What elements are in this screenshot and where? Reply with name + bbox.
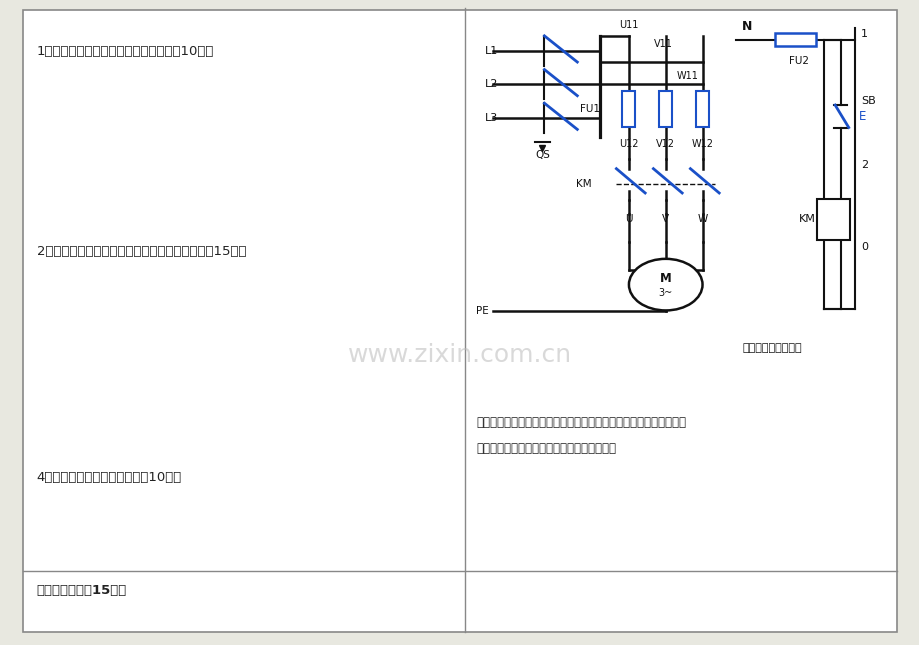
FancyBboxPatch shape	[621, 91, 634, 127]
Text: W11: W11	[676, 72, 698, 81]
FancyBboxPatch shape	[659, 91, 672, 127]
Text: QS: QS	[534, 150, 550, 160]
Text: W: W	[697, 213, 707, 224]
Circle shape	[629, 259, 702, 310]
Text: 在沥青拌和机中斗车的调试常用这种控制方式，写出上图中主电路的: 在沥青拌和机中斗车的调试常用这种控制方式，写出上图中主电路的	[476, 416, 686, 429]
Text: L2: L2	[484, 79, 497, 90]
Text: V12: V12	[655, 139, 675, 149]
Text: N: N	[741, 20, 752, 33]
Text: KM: KM	[798, 214, 815, 224]
Text: 五、分析题（共15分）: 五、分析题（共15分）	[37, 584, 127, 597]
Text: W12: W12	[691, 139, 713, 149]
Text: KM: KM	[575, 179, 591, 188]
FancyBboxPatch shape	[816, 199, 849, 240]
FancyBboxPatch shape	[774, 33, 814, 46]
Text: FU1: FU1	[579, 104, 599, 114]
Text: 0: 0	[860, 243, 868, 252]
Text: L1: L1	[484, 46, 497, 56]
Text: U: U	[624, 213, 631, 224]
Text: 元器件，控制回路的元器件，及其工作原理。: 元器件，控制回路的元器件，及其工作原理。	[476, 442, 616, 455]
Text: PE: PE	[476, 306, 488, 316]
Text: 2、写出干燥滚筒内部四个区域的组成及作用。（15分）: 2、写出干燥滚筒内部四个区域的组成及作用。（15分）	[37, 245, 246, 258]
Text: M: M	[659, 272, 671, 284]
Text: SB: SB	[860, 96, 875, 106]
Text: 2: 2	[860, 160, 868, 170]
Text: V: V	[662, 213, 668, 224]
Text: 1: 1	[860, 29, 868, 39]
Text: L3: L3	[484, 113, 497, 123]
FancyBboxPatch shape	[696, 91, 709, 127]
Text: E: E	[858, 110, 866, 123]
Text: 4、叙述拌缸的功能、组成。（10分）: 4、叙述拌缸的功能、组成。（10分）	[37, 471, 182, 484]
Text: U11: U11	[618, 20, 638, 30]
Text: U12: U12	[618, 139, 638, 149]
FancyBboxPatch shape	[23, 10, 896, 632]
Text: FU2: FU2	[789, 57, 809, 66]
Text: V11: V11	[653, 39, 673, 49]
Text: www.zixin.com.cn: www.zixin.com.cn	[347, 342, 572, 367]
Text: 点动控制线路原理图: 点动控制线路原理图	[742, 343, 801, 353]
Text: 1、叙述造成热料提升机返料的原因。（10分）: 1、叙述造成热料提升机返料的原因。（10分）	[37, 45, 214, 58]
Text: 3~: 3~	[658, 288, 672, 298]
